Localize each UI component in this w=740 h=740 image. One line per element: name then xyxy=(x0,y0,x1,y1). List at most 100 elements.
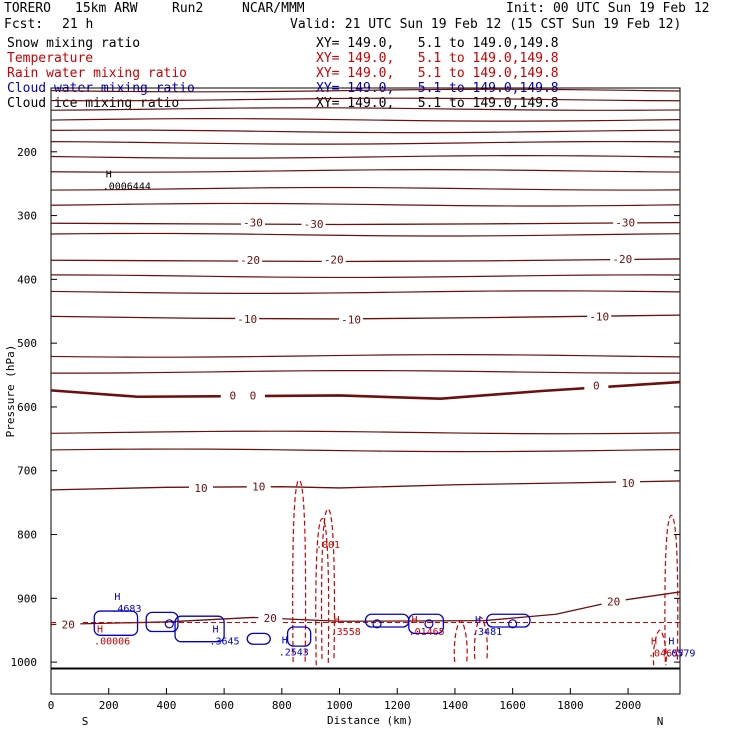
contour-label-bg xyxy=(238,254,263,267)
field-name-rain: Rain water mixing ratio xyxy=(7,66,188,81)
contour-label-bg xyxy=(240,389,265,402)
y-tick-label: 800 xyxy=(17,529,37,542)
background-contour-line xyxy=(50,140,681,145)
contour-label-bg xyxy=(258,612,283,625)
init-time: Init: 00 UTC Sun 19 Feb 12 xyxy=(506,1,710,16)
cloud-water-contour xyxy=(408,613,445,635)
high-marker-letter: H xyxy=(212,625,218,636)
rain-water-contour xyxy=(473,616,488,659)
background-contour-line xyxy=(50,155,681,159)
background-contour-line xyxy=(50,290,681,294)
left-end-label: S xyxy=(82,715,89,728)
cloud-water-contour xyxy=(145,611,179,633)
contour-label-bg xyxy=(301,217,326,230)
high-marker-value: .0579 xyxy=(665,649,695,660)
temperature-contour-line xyxy=(50,480,681,491)
temperature-contour-label: -20 xyxy=(324,254,344,267)
high-marker-letter: H xyxy=(668,637,674,648)
field-name-snow: Snow mixing ratio xyxy=(7,36,141,51)
temperature-contour-line xyxy=(50,314,681,320)
background-contour-line xyxy=(50,354,681,358)
high-marker-value: .3645 xyxy=(209,637,239,648)
contour-label-bg xyxy=(584,379,609,392)
background-contour-line xyxy=(50,129,681,134)
temperature-contour-label: 10 xyxy=(252,481,265,494)
background-contour-line xyxy=(50,169,681,173)
temperature-contour-label: 20 xyxy=(607,596,620,609)
y-tick-label: 500 xyxy=(17,337,37,350)
y-tick-label: 900 xyxy=(17,592,37,605)
high-marker-value: .4683 xyxy=(111,604,141,615)
high-marker-value: .0006444 xyxy=(103,182,151,193)
temperature-contour-label: -20 xyxy=(240,254,260,267)
contour-label-bg xyxy=(235,312,260,325)
contour-label-bg xyxy=(610,252,635,265)
background-contour-line xyxy=(50,88,681,93)
x-tick-label: 1800 xyxy=(557,699,584,712)
high-marker-letter: H xyxy=(651,637,657,648)
y-tick-label: 700 xyxy=(17,465,37,478)
temperature-contour-label: -30 xyxy=(243,217,263,230)
rain-water-contour xyxy=(292,479,307,663)
background-contour-line xyxy=(50,97,681,102)
high-marker-value: .3481 xyxy=(472,627,502,638)
y-axis-title: Pressure (hPa) xyxy=(4,345,17,438)
x-tick-label: 800 xyxy=(272,699,292,712)
contour-label-bg xyxy=(321,253,346,266)
field-xy-snow: XY= 149.0, 5.1 to 149.0,149.8 xyxy=(316,36,559,51)
contour-label-bg xyxy=(246,480,271,493)
high-marker-value: .01465 xyxy=(409,627,445,638)
x-tick-label: 1400 xyxy=(442,699,469,712)
forecast-label: Fcst: xyxy=(4,17,44,32)
background-contour-line xyxy=(50,118,681,122)
rain-contour-label: .001 xyxy=(316,540,340,551)
temperature-contour-label: 10 xyxy=(194,482,207,495)
right-end-label: N xyxy=(657,715,664,728)
x-tick-label: 1200 xyxy=(384,699,411,712)
contour-label-bg xyxy=(613,216,638,229)
x-axis-title: Distance (km) xyxy=(327,714,413,727)
rain-water-contour xyxy=(315,517,330,666)
background-contour-line xyxy=(50,369,681,374)
temperature-contour-line xyxy=(50,258,681,263)
high-marker-letter: H xyxy=(475,615,481,626)
x-tick-label: 200 xyxy=(99,699,119,712)
x-tick-label: 2000 xyxy=(615,699,642,712)
contour-label-bg xyxy=(240,216,265,229)
high-marker-value: .04657 xyxy=(648,649,684,660)
cloud-water-contour xyxy=(372,619,382,629)
field-xy-rain: XY= 149.0, 5.1 to 149.0,149.8 xyxy=(316,66,559,81)
model-resolution: 15km ARW xyxy=(75,1,138,16)
contour-label-bg xyxy=(616,476,641,489)
background-contour-line xyxy=(50,186,681,191)
contour-label-bg xyxy=(587,310,612,323)
contour-label-bg xyxy=(56,618,81,631)
high-marker-letter: H xyxy=(114,592,120,603)
high-marker-value: .00006 xyxy=(94,637,130,648)
x-tick-label: 0 xyxy=(48,699,55,712)
rain-water-contour xyxy=(453,620,468,663)
rain-water-contour xyxy=(652,629,667,666)
field-name-temperature: Temperature xyxy=(7,51,94,66)
field-xy-cloud-ice: XY= 149.0, 5.1 to 149.0,149.8 xyxy=(316,96,559,111)
temperature-contour-label: 20 xyxy=(264,612,277,625)
contour-label-bg xyxy=(339,313,364,326)
temperature-contour-label: -30 xyxy=(304,218,324,231)
cloud-water-contour xyxy=(286,626,312,647)
background-contour-line xyxy=(50,107,681,111)
valid-time: Valid: 21 UTC Sun 19 Feb 12 (15 CST Sun … xyxy=(290,17,682,32)
cloud-water-contour xyxy=(424,619,434,629)
temperature-contour-label: -20 xyxy=(612,253,632,266)
field-xy-temperature: XY= 149.0, 5.1 to 149.0,149.8 xyxy=(316,51,559,66)
rain-water-contour xyxy=(664,514,679,663)
temperature-contour-line xyxy=(50,380,681,400)
run-label: Run2 xyxy=(172,1,204,16)
forecast-hour: 21 h xyxy=(62,17,94,32)
background-contour-line xyxy=(50,232,681,237)
contour-label-bg xyxy=(601,595,626,608)
cloud-water-contour xyxy=(508,619,518,629)
cloud-water-contour xyxy=(164,619,174,629)
temperature-contour-label: -10 xyxy=(237,313,257,326)
high-marker-letter: H xyxy=(412,615,418,626)
